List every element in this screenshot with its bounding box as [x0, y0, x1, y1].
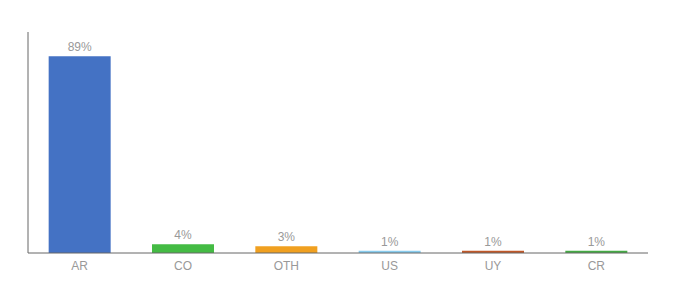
svg-text:1%: 1% — [381, 235, 399, 249]
svg-text:4%: 4% — [174, 228, 192, 242]
svg-text:1%: 1% — [484, 235, 502, 249]
svg-text:OTH: OTH — [274, 259, 299, 273]
svg-text:US: US — [381, 259, 398, 273]
svg-text:1%: 1% — [588, 235, 606, 249]
svg-text:CR: CR — [588, 259, 606, 273]
svg-text:3%: 3% — [278, 230, 296, 244]
svg-text:89%: 89% — [68, 40, 92, 54]
svg-text:CO: CO — [174, 259, 192, 273]
svg-text:AR: AR — [71, 259, 88, 273]
svg-text:UY: UY — [485, 259, 502, 273]
